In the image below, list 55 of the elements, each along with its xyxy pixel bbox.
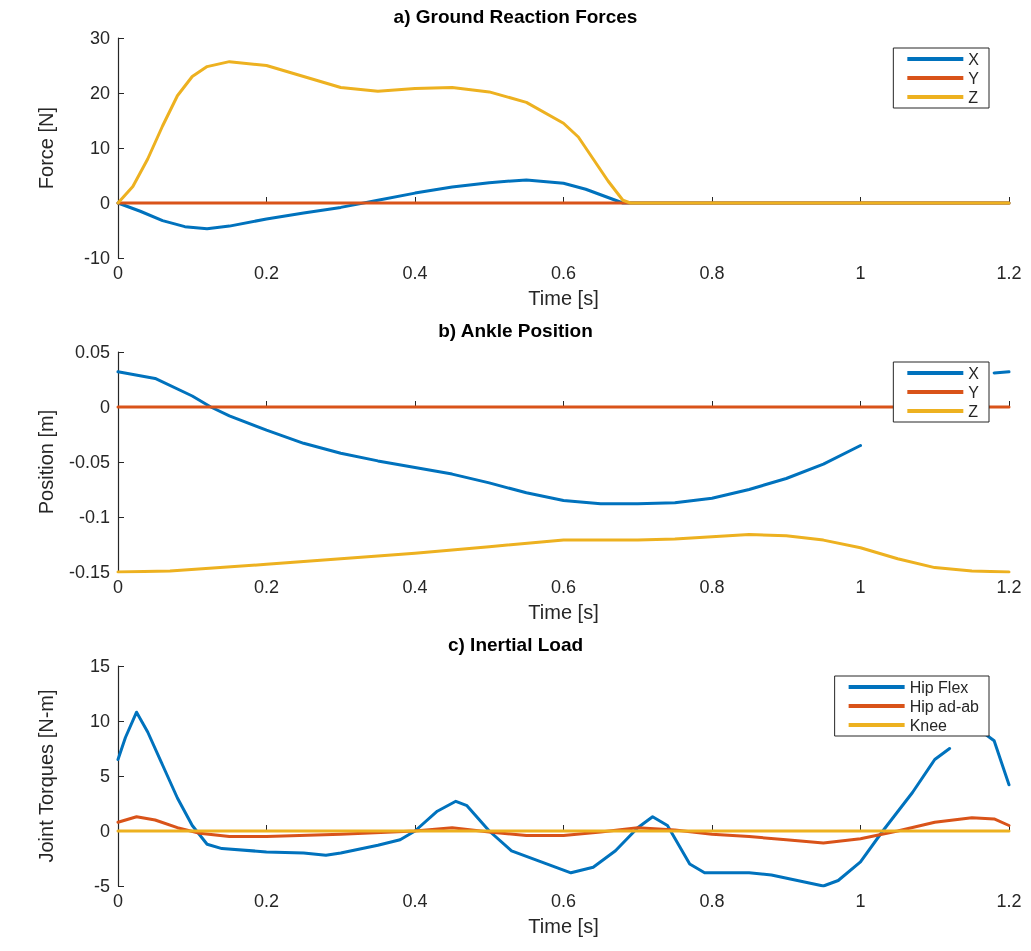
- legend-label: Hip Flex: [909, 678, 969, 696]
- x-tick-label: 1: [855, 577, 866, 597]
- legend-label: Y: [968, 69, 980, 87]
- legend-label: X: [968, 50, 980, 68]
- x-tick-label: 1.2: [996, 577, 1022, 597]
- y-tick-label: -0.1: [78, 507, 110, 527]
- chart-title: c) Inertial Load: [447, 634, 584, 655]
- y-axis-title: Force [N]: [35, 106, 57, 190]
- y-tick-label: 0: [99, 193, 110, 213]
- x-tick-label: 0.4: [402, 891, 428, 911]
- x-axis-title: Time [s]: [528, 287, 599, 309]
- x-tick-label: 0.6: [550, 577, 577, 597]
- x-tick-label: 1.2: [996, 263, 1022, 283]
- y-tick-label: 0: [99, 397, 110, 417]
- y-tick-label: 30: [89, 28, 110, 48]
- y-axis-title: Position [m]: [35, 409, 57, 515]
- y-tick-label: 10: [89, 711, 110, 731]
- x-tick-label: 1: [855, 891, 866, 911]
- legend-label: Y: [968, 383, 980, 401]
- legend-label: Z: [968, 88, 979, 106]
- y-tick-label: 0.05: [74, 342, 110, 362]
- x-tick-label: 0.4: [402, 263, 428, 283]
- y-tick-label: 0: [99, 821, 110, 841]
- y-tick-label: -0.05: [68, 452, 110, 472]
- x-tick-label: 0: [112, 263, 124, 283]
- y-tick-label: -5: [93, 876, 110, 896]
- x-tick-label: 0.2: [253, 891, 280, 911]
- x-tick-label: 1.2: [996, 891, 1022, 911]
- line-series: [116, 533, 1011, 574]
- y-tick-label: 10: [89, 138, 110, 158]
- x-tick-label: 0.4: [402, 577, 428, 597]
- x-tick-label: 0.6: [550, 891, 577, 911]
- y-tick-label: 20: [89, 83, 110, 103]
- x-tick-label: 0.8: [699, 263, 725, 283]
- x-axis-title: Time [s]: [528, 915, 599, 937]
- x-axis-title: Time [s]: [528, 601, 599, 623]
- legend-label: Z: [968, 402, 979, 420]
- x-tick-label: 1: [855, 263, 866, 283]
- y-tick-label: -0.15: [68, 562, 110, 582]
- chart-title: b) Ankle Position: [438, 320, 593, 341]
- x-tick-label: 0.8: [699, 577, 725, 597]
- x-tick-label: 0: [112, 577, 124, 597]
- chart-title: a) Ground Reaction Forces: [393, 6, 638, 27]
- x-tick-label: 0.8: [699, 891, 725, 911]
- legend-label: Hip ad-ab: [909, 697, 980, 715]
- x-tick-label: 0.2: [253, 577, 280, 597]
- y-axis-title: Joint Torques [N-m]: [35, 689, 57, 863]
- x-tick-label: 0.6: [550, 263, 577, 283]
- y-tick-label: 15: [89, 656, 110, 676]
- x-tick-label: 0.2: [253, 263, 280, 283]
- y-tick-label: 5: [99, 766, 110, 786]
- y-tick-label: -10: [83, 248, 110, 268]
- x-tick-label: 0: [112, 891, 124, 911]
- legend-label: X: [968, 364, 980, 382]
- legend-label: Knee: [909, 716, 948, 734]
